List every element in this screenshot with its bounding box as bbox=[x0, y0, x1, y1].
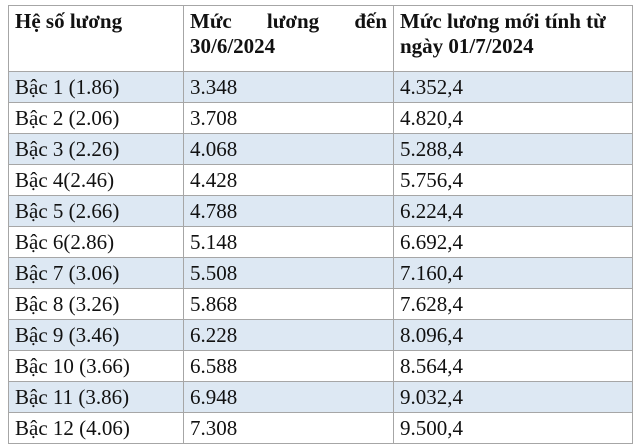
table-cell: Bậc 9 (3.46) bbox=[8, 319, 184, 351]
salary-table: Hệ số lương Mức lương đến 30/6/2024 Mức … bbox=[8, 5, 633, 444]
table-cell: 9.500,4 bbox=[393, 412, 633, 444]
table-cell: 8.564,4 bbox=[393, 350, 633, 382]
table-header: Hệ số lương Mức lương đến 30/6/2024 Mức … bbox=[8, 5, 633, 72]
table-cell: 5.868 bbox=[183, 288, 394, 320]
header-cell: Mức lương đến 30/6/2024 bbox=[183, 5, 394, 72]
table-cell: 3.348 bbox=[183, 71, 394, 103]
table-cell: 6.224,4 bbox=[393, 195, 633, 227]
header-cell: Hệ số lương bbox=[8, 5, 184, 72]
table-row: Bậc 11 (3.86) 6.948 9.032,4 bbox=[8, 381, 633, 413]
table-cell: Bậc 5 (2.66) bbox=[8, 195, 184, 227]
table-cell: Bậc 6(2.86) bbox=[8, 226, 184, 258]
table-row: Bậc 4(2.46) 4.428 5.756,4 bbox=[8, 164, 633, 196]
table-cell: 7.628,4 bbox=[393, 288, 633, 320]
table-cell: 7.308 bbox=[183, 412, 394, 444]
table-cell: 9.032,4 bbox=[393, 381, 633, 413]
table-cell: 7.160,4 bbox=[393, 257, 633, 289]
table-cell: 4.352,4 bbox=[393, 71, 633, 103]
table-cell: Bậc 1 (1.86) bbox=[8, 71, 184, 103]
table-row: Bậc 12 (4.06) 7.308 9.500,4 bbox=[8, 412, 633, 444]
table-row: Bậc 9 (3.46) 6.228 8.096,4 bbox=[8, 319, 633, 351]
table-row: Bậc 1 (1.86) 3.348 4.352,4 bbox=[8, 71, 633, 103]
table-row: Bậc 5 (2.66) 4.788 6.224,4 bbox=[8, 195, 633, 227]
table-cell: 5.288,4 bbox=[393, 133, 633, 165]
table-row: Bậc 6(2.86) 5.148 6.692,4 bbox=[8, 226, 633, 258]
table-cell: 4.788 bbox=[183, 195, 394, 227]
table-cell: Bậc 2 (2.06) bbox=[8, 102, 184, 134]
table-cell: Bậc 3 (2.26) bbox=[8, 133, 184, 165]
table-cell: 4.820,4 bbox=[393, 102, 633, 134]
table-cell: Bậc 4(2.46) bbox=[8, 164, 184, 196]
table-cell: Bậc 10 (3.66) bbox=[8, 350, 184, 382]
table-cell: Bậc 12 (4.06) bbox=[8, 412, 184, 444]
table-cell: 3.708 bbox=[183, 102, 394, 134]
table-cell: 5.756,4 bbox=[393, 164, 633, 196]
table-cell: 5.508 bbox=[183, 257, 394, 289]
table-row: Bậc 3 (2.26) 4.068 5.288,4 bbox=[8, 133, 633, 165]
table-cell: 4.428 bbox=[183, 164, 394, 196]
table-cell: Bậc 8 (3.26) bbox=[8, 288, 184, 320]
table-cell: Bậc 11 (3.86) bbox=[8, 381, 184, 413]
table-cell: 8.096,4 bbox=[393, 319, 633, 351]
table-row: Bậc 8 (3.26) 5.868 7.628,4 bbox=[8, 288, 633, 320]
table-cell: Bậc 7 (3.06) bbox=[8, 257, 184, 289]
table-cell: 5.148 bbox=[183, 226, 394, 258]
table-row: Bậc 7 (3.06) 5.508 7.160,4 bbox=[8, 257, 633, 289]
table-cell: 6.692,4 bbox=[393, 226, 633, 258]
table-body: Bậc 1 (1.86) 3.348 4.352,4 Bậc 2 (2.06) 3.70… bbox=[8, 71, 633, 444]
table-cell: 6.948 bbox=[183, 381, 394, 413]
table-cell: 6.588 bbox=[183, 350, 394, 382]
table-cell: 4.068 bbox=[183, 133, 394, 165]
table-row: Bậc 10 (3.66) 6.588 8.564,4 bbox=[8, 350, 633, 382]
header-cell: Mức lương mới tính từ ngày 01/7/2024 bbox=[393, 5, 633, 72]
header-row: Hệ số lương Mức lương đến 30/6/2024 Mức … bbox=[8, 5, 633, 72]
table-cell: 6.228 bbox=[183, 319, 394, 351]
table-row: Bậc 2 (2.06) 3.708 4.820,4 bbox=[8, 102, 633, 134]
